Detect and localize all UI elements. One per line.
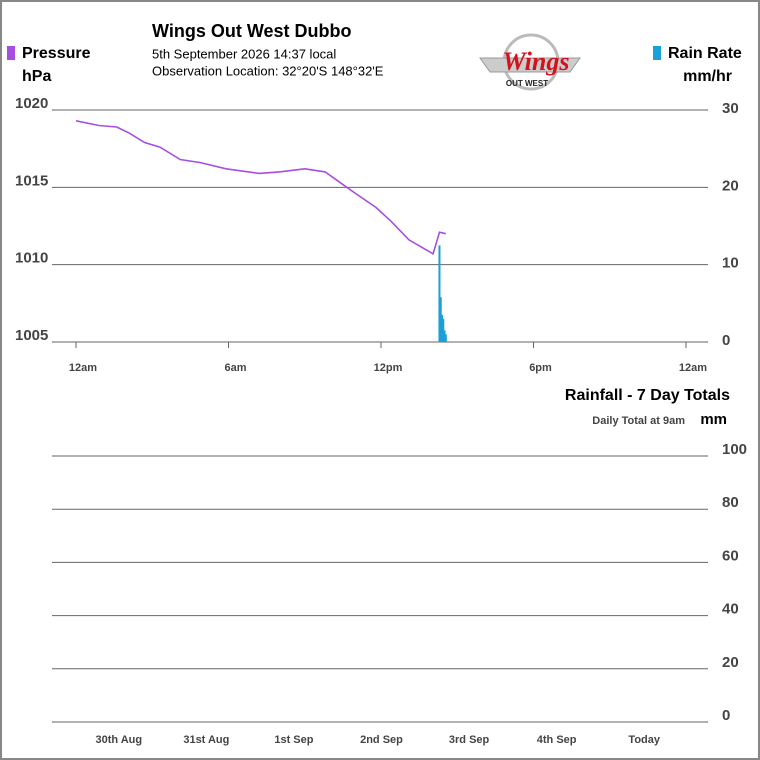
y2-axis-label: mm/hr	[683, 68, 732, 85]
chart-title: Rainfall - 7 Day Totals	[565, 387, 730, 404]
rain-bar	[439, 297, 442, 342]
y-tick-label: 1020	[15, 95, 48, 112]
y2-tick-label: 20	[722, 177, 739, 194]
y2-tick-label: 10	[722, 255, 739, 272]
rainfall-chart: Rainfall - 7 Day Totals Daily Total at 9a…	[52, 387, 747, 746]
x-tick-label: 31st Aug	[183, 734, 229, 746]
logo: Wings OUT WEST	[479, 33, 581, 91]
legend-swatch	[653, 46, 661, 60]
logo-subtitle: OUT WEST	[506, 79, 548, 88]
chart-subtitle: Daily Total at 9am	[592, 415, 685, 427]
y2-tick-label: 30	[722, 100, 739, 117]
title: Wings Out West Dubbo	[152, 21, 352, 41]
legend-swatch	[7, 46, 15, 60]
location-line: Observation Location: 32°20'S 148°32'E	[152, 63, 384, 78]
x-tick-label: 30th Aug	[95, 734, 142, 746]
y-tick-label: 1010	[15, 250, 48, 267]
x-tick-label: 12am	[679, 362, 707, 374]
x-tick-label: 12pm	[374, 362, 403, 374]
x-tick-label: 12am	[69, 362, 97, 374]
y-tick-label: 60	[722, 547, 739, 564]
y-tick-label: 80	[722, 494, 739, 511]
rain-bar	[443, 330, 446, 342]
x-tick-label: Today	[628, 734, 660, 746]
y-tick-label: 1015	[15, 172, 48, 189]
legend-label: Rain Rate	[668, 45, 742, 62]
y2-tick-label: 0	[722, 332, 730, 349]
x-tick-label: 4th Sep	[537, 734, 577, 746]
x-tick-label: 1st Sep	[274, 734, 313, 746]
y-tick-label: 100	[722, 441, 747, 458]
date-line: 5th September 2026 14:37 local	[152, 46, 336, 61]
x-tick-label: 6pm	[529, 362, 552, 374]
pressure-line	[75, 120, 446, 255]
logo-title: Wings	[503, 47, 570, 76]
y-tick-label: 1005	[15, 327, 48, 344]
rain-bar	[442, 318, 445, 342]
y-axis-label: hPa	[22, 68, 51, 85]
y-tick-label: 40	[722, 601, 739, 618]
rain-bar	[438, 245, 441, 342]
y-tick-label: 0	[722, 707, 730, 724]
x-tick-label: 6am	[224, 362, 246, 374]
rain-bar	[444, 334, 447, 342]
y-tick-label: 20	[722, 654, 739, 671]
x-tick-label: 3rd Sep	[449, 734, 490, 746]
x-tick-label: 2nd Sep	[360, 734, 403, 746]
legend-label: Pressure	[22, 45, 91, 62]
rain-bar	[441, 314, 443, 342]
y-axis-label: mm	[700, 411, 727, 428]
